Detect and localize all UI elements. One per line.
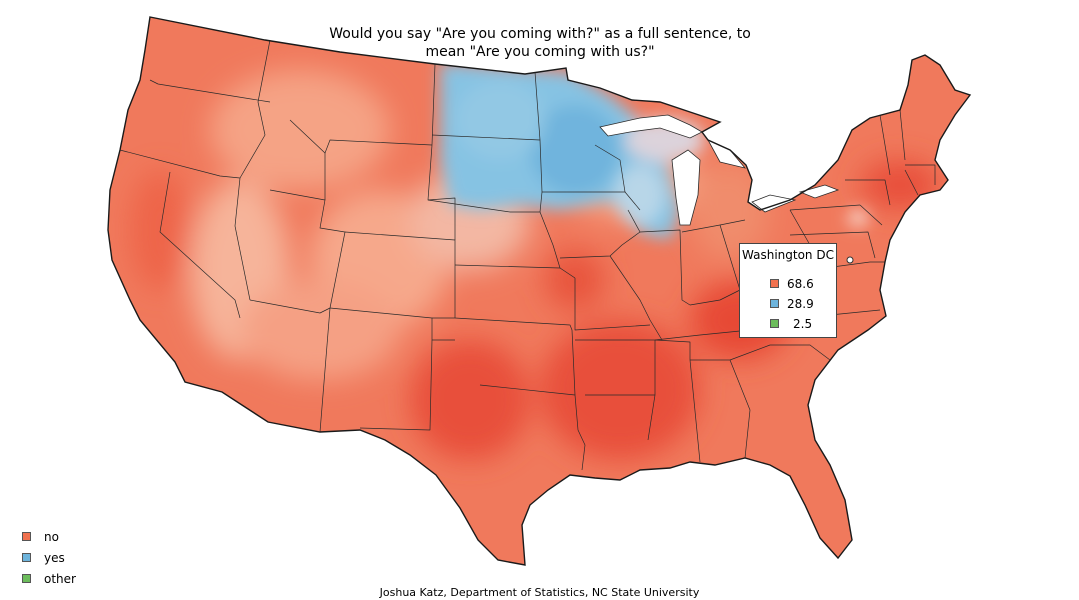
no-swatch-icon	[22, 532, 31, 541]
map-title: Would you say "Are you coming with?" as …	[300, 25, 780, 61]
yes-swatch-icon	[770, 299, 779, 308]
location-tooltip: Washington DC 68.6 28.9 2.5	[739, 243, 837, 338]
title-line-2: mean "Are you coming with us?"	[425, 44, 655, 60]
legend-item-other[interactable]: other	[22, 572, 76, 593]
dc-marker[interactable]	[846, 256, 854, 264]
legend-label-yes: yes	[44, 551, 65, 565]
legend: no yes other	[22, 530, 76, 593]
legend-label-no: no	[44, 530, 59, 544]
tooltip-value-no: 68.6	[787, 277, 814, 291]
legend-item-yes[interactable]: yes	[22, 551, 76, 572]
other-swatch-icon	[770, 319, 779, 328]
tooltip-value-yes: 28.9	[787, 297, 814, 311]
credit-text: Joshua Katz, Department of Statistics, N…	[379, 586, 700, 599]
title-line-1: Would you say "Are you coming with?" as …	[329, 26, 751, 42]
yes-swatch-icon	[22, 553, 31, 562]
tooltip-row-yes: 28.9	[770, 297, 814, 311]
tooltip-value-other: 2.5	[793, 317, 813, 331]
tooltip-row-no: 68.6	[770, 277, 814, 291]
no-swatch-icon	[770, 279, 779, 288]
legend-item-no[interactable]: no	[22, 530, 76, 551]
great-lakes	[599, 114, 840, 226]
legend-label-other: other	[44, 572, 76, 586]
tooltip-title: Washington DC	[742, 248, 834, 262]
other-swatch-icon	[22, 574, 31, 583]
tooltip-row-other: 2.5	[770, 317, 812, 331]
